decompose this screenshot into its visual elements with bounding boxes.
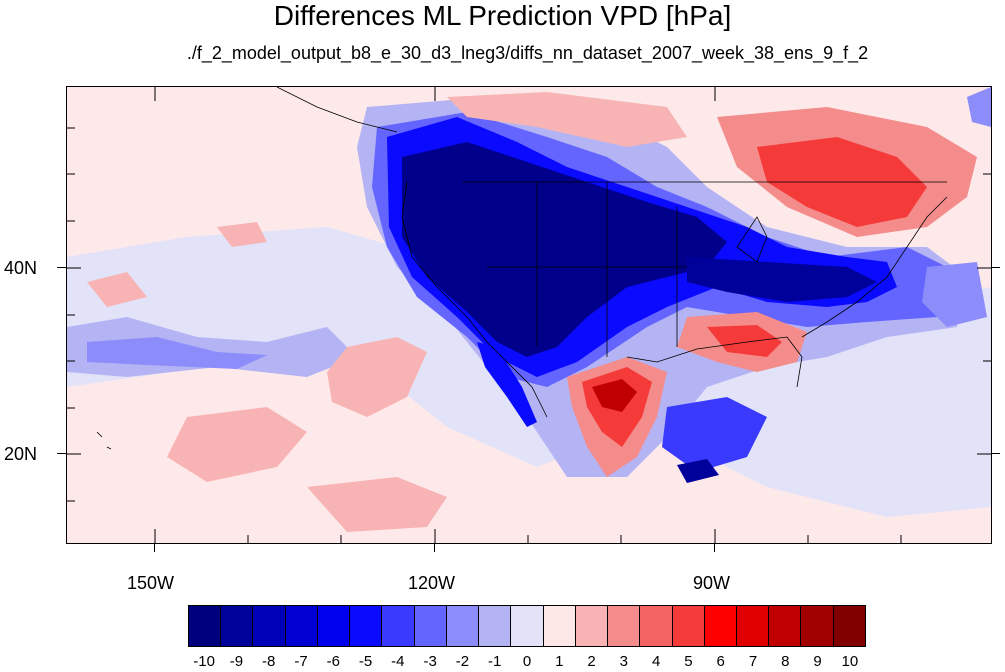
inner-ticks — [67, 87, 991, 543]
colorbar-tick-label: 2 — [587, 653, 596, 670]
caribbean-blue-patch — [662, 397, 767, 472]
colorbar — [188, 605, 866, 647]
lon-tick-120w — [434, 543, 435, 552]
map-subtitle: ./f_2_model_output_b8_e_30_d3_lneg3/diff… — [186, 43, 869, 63]
colorbar-cell — [608, 606, 641, 646]
lat-label-20n: 20N — [4, 444, 38, 464]
colorbar-cell — [479, 606, 512, 646]
colorbar-cell — [672, 606, 705, 646]
lon-label-90w: 90W — [693, 573, 731, 593]
mexico-dark-red — [592, 379, 637, 412]
colorbar-tick-label: -5 — [358, 653, 373, 670]
caribbean-deep-blue — [677, 459, 719, 483]
colorbar-tick-label: 5 — [684, 653, 693, 670]
coastline-outlines — [96, 87, 948, 450]
map-title: Differences ML Prediction VPD [hPa] — [273, 0, 732, 31]
colorbar-cell — [414, 606, 447, 646]
colorbar-cell — [543, 606, 576, 646]
colorbar-cell — [769, 606, 802, 646]
colorbar-cell — [350, 606, 383, 646]
colorbar-cell — [511, 606, 544, 646]
lon-tick-90w — [714, 543, 715, 552]
lon-tick-150w — [154, 543, 155, 552]
colorbar-tick-label: -6 — [326, 653, 340, 670]
light-red-patch-2 — [87, 272, 147, 307]
colorbar-tick-label: -1 — [488, 653, 502, 670]
colorbar-cell — [189, 606, 222, 646]
colorbar-cell — [285, 606, 318, 646]
atlantic-blue-patch-2 — [967, 87, 991, 127]
colorbar-tick-label: -7 — [294, 653, 308, 670]
colorbar-tick-label: -3 — [423, 653, 437, 670]
colorbar-tick-label: 8 — [781, 653, 790, 670]
colorbar-tick-label: -2 — [455, 653, 470, 670]
colorbar-cell — [446, 606, 480, 646]
light-red-patch — [327, 337, 427, 417]
southeast-bright-red — [707, 325, 782, 357]
colorbar-tick-label: 1 — [555, 653, 564, 670]
colorbar-tick-label: 6 — [716, 653, 725, 670]
colorbar-cell — [736, 606, 770, 646]
north-light-red — [447, 92, 687, 147]
colorbar-tick-label: -10 — [193, 653, 215, 670]
colorbar-tick-label: -4 — [391, 653, 405, 670]
lon-label-150w: 150W — [127, 573, 175, 593]
colorbar-cell — [801, 606, 834, 646]
colorbar-tick-label: 7 — [748, 653, 758, 670]
lat-tick-20n-left — [57, 453, 66, 454]
colorbar-cell — [704, 606, 737, 646]
light-red-patch-3 — [167, 407, 307, 482]
light-blue-patch-2 — [87, 337, 267, 369]
colorbar-tick-label: 0 — [522, 653, 532, 670]
colorbar-tick-label: -9 — [229, 653, 244, 670]
colorbar-cell — [221, 606, 254, 646]
light-red-patch-5 — [217, 222, 267, 247]
deep-blue-core — [402, 142, 727, 357]
light-red-patch-4 — [307, 477, 447, 532]
lat-tick-20n-right — [991, 453, 1000, 454]
colorbar-cell — [833, 606, 865, 646]
colorbar-tick-label: 4 — [651, 653, 661, 670]
lat-tick-40n-right — [991, 267, 1000, 268]
colorbar-cell — [575, 606, 609, 646]
colorbar-cell — [640, 606, 673, 646]
colorbar-tick-label: 9 — [813, 653, 822, 670]
colorbar-tick-label: 10 — [841, 653, 859, 670]
colorbar-cell — [382, 606, 415, 646]
lat-label-40n: 40N — [4, 258, 38, 278]
colorbar-tick-label: 3 — [619, 653, 629, 670]
lat-tick-40n-left — [57, 267, 66, 268]
vpd-difference-map — [67, 87, 991, 543]
deep-blue-eastern-band — [687, 257, 877, 302]
lon-label-120w: 120W — [408, 573, 456, 593]
atlantic-blue-patch — [922, 262, 987, 327]
colorbar-tick-label: -8 — [262, 653, 276, 670]
colorbar-cell — [317, 606, 351, 646]
map-plot-area — [66, 86, 992, 544]
baja-blue-streak — [477, 342, 537, 427]
colorbar-cell — [253, 606, 286, 646]
